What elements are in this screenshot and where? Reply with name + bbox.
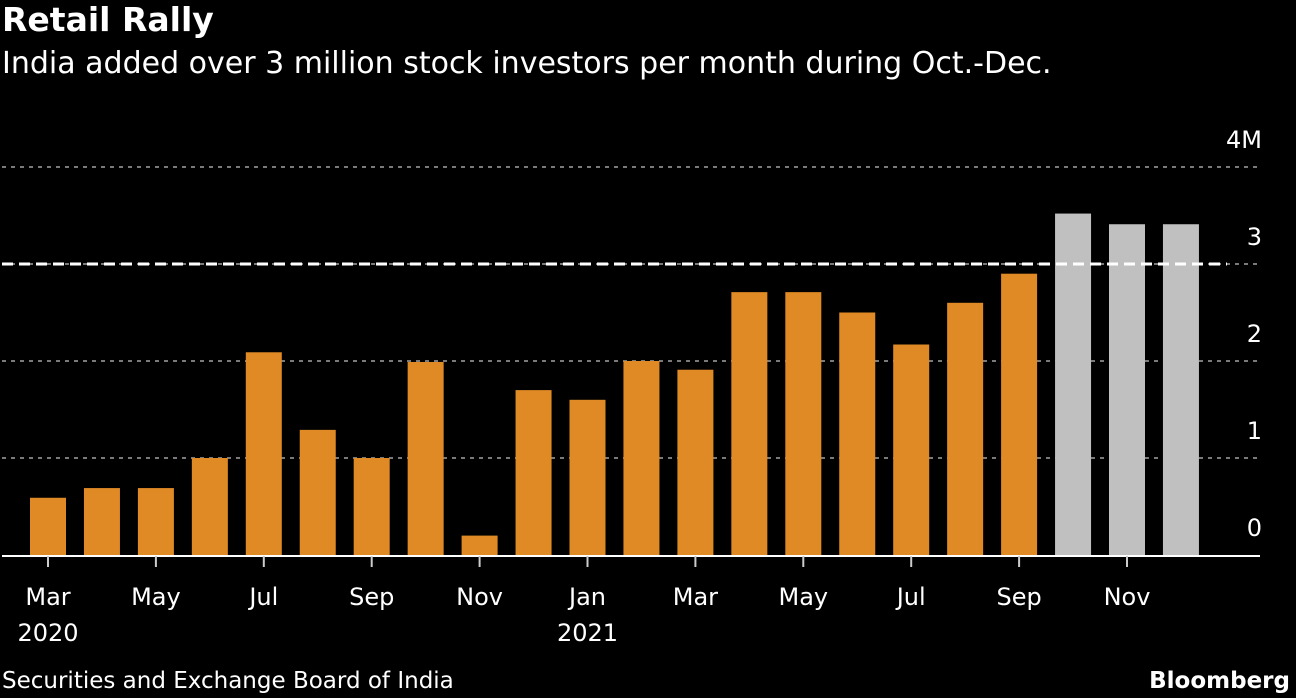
y-tick-label: 1 (1247, 417, 1262, 445)
bar-12 (677, 369, 714, 555)
source-note: Securities and Exchange Board of India (2, 668, 454, 694)
x-tick-label-month: Nov (1104, 583, 1151, 611)
chart-title: Retail Rally (2, 0, 214, 39)
bar-7 (407, 361, 444, 555)
bar-1 (83, 488, 120, 555)
x-tick-label-month: Mar (25, 583, 70, 611)
x-tick-label-month: Sep (996, 583, 1041, 611)
bar-19 (1055, 213, 1092, 555)
x-tick-label-month: Sep (349, 583, 394, 611)
x-tick-label-month: May (131, 583, 181, 611)
bar-16 (893, 344, 930, 555)
bar-17 (947, 302, 984, 555)
x-tick-label-month: Jul (247, 583, 278, 611)
y-tick-label: 0 (1247, 514, 1262, 542)
bar-18 (1001, 273, 1038, 555)
bar-8 (461, 535, 498, 555)
bar-14 (785, 292, 822, 555)
x-tick-label-year: 2020 (17, 619, 78, 647)
bar-20 (1109, 224, 1145, 556)
x-axis-labels: Mar 2020 May Jul Sep Nov Jan 2021 Mar May Jul Sep No… (17, 583, 1150, 647)
bar-4 (245, 352, 282, 555)
bar-15 (839, 312, 876, 555)
bar-11 (623, 361, 660, 555)
x-tick-label-month: Jan (567, 583, 606, 611)
bar-2 (137, 488, 174, 555)
bar-0 (30, 497, 66, 555)
y-tick-label: 4M (1226, 126, 1262, 154)
chart-subtitle: India added over 3 million stock investo… (2, 46, 1052, 81)
bar-5 (299, 429, 336, 555)
x-tick-label-month: Jul (895, 583, 926, 611)
bar-6 (353, 458, 390, 555)
bar-21 (1162, 224, 1199, 556)
y-tick-label: 3 (1247, 223, 1262, 251)
bar-3 (191, 458, 228, 555)
x-tick-label-month: Nov (456, 583, 503, 611)
x-tick-label-month: Mar (673, 583, 718, 611)
bar-9 (515, 390, 552, 555)
bars (30, 213, 1199, 556)
y-tick-label: 2 (1247, 320, 1262, 348)
bar-10 (569, 399, 606, 555)
bar-13 (731, 292, 768, 555)
x-tick-label-year: 2021 (557, 619, 618, 647)
x-tick-label-month: May (778, 583, 828, 611)
y-axis-labels: 0 1 2 3 4M (1226, 126, 1262, 542)
bloomberg-logo: Bloomberg (1149, 668, 1290, 694)
x-axis (2, 555, 1260, 567)
